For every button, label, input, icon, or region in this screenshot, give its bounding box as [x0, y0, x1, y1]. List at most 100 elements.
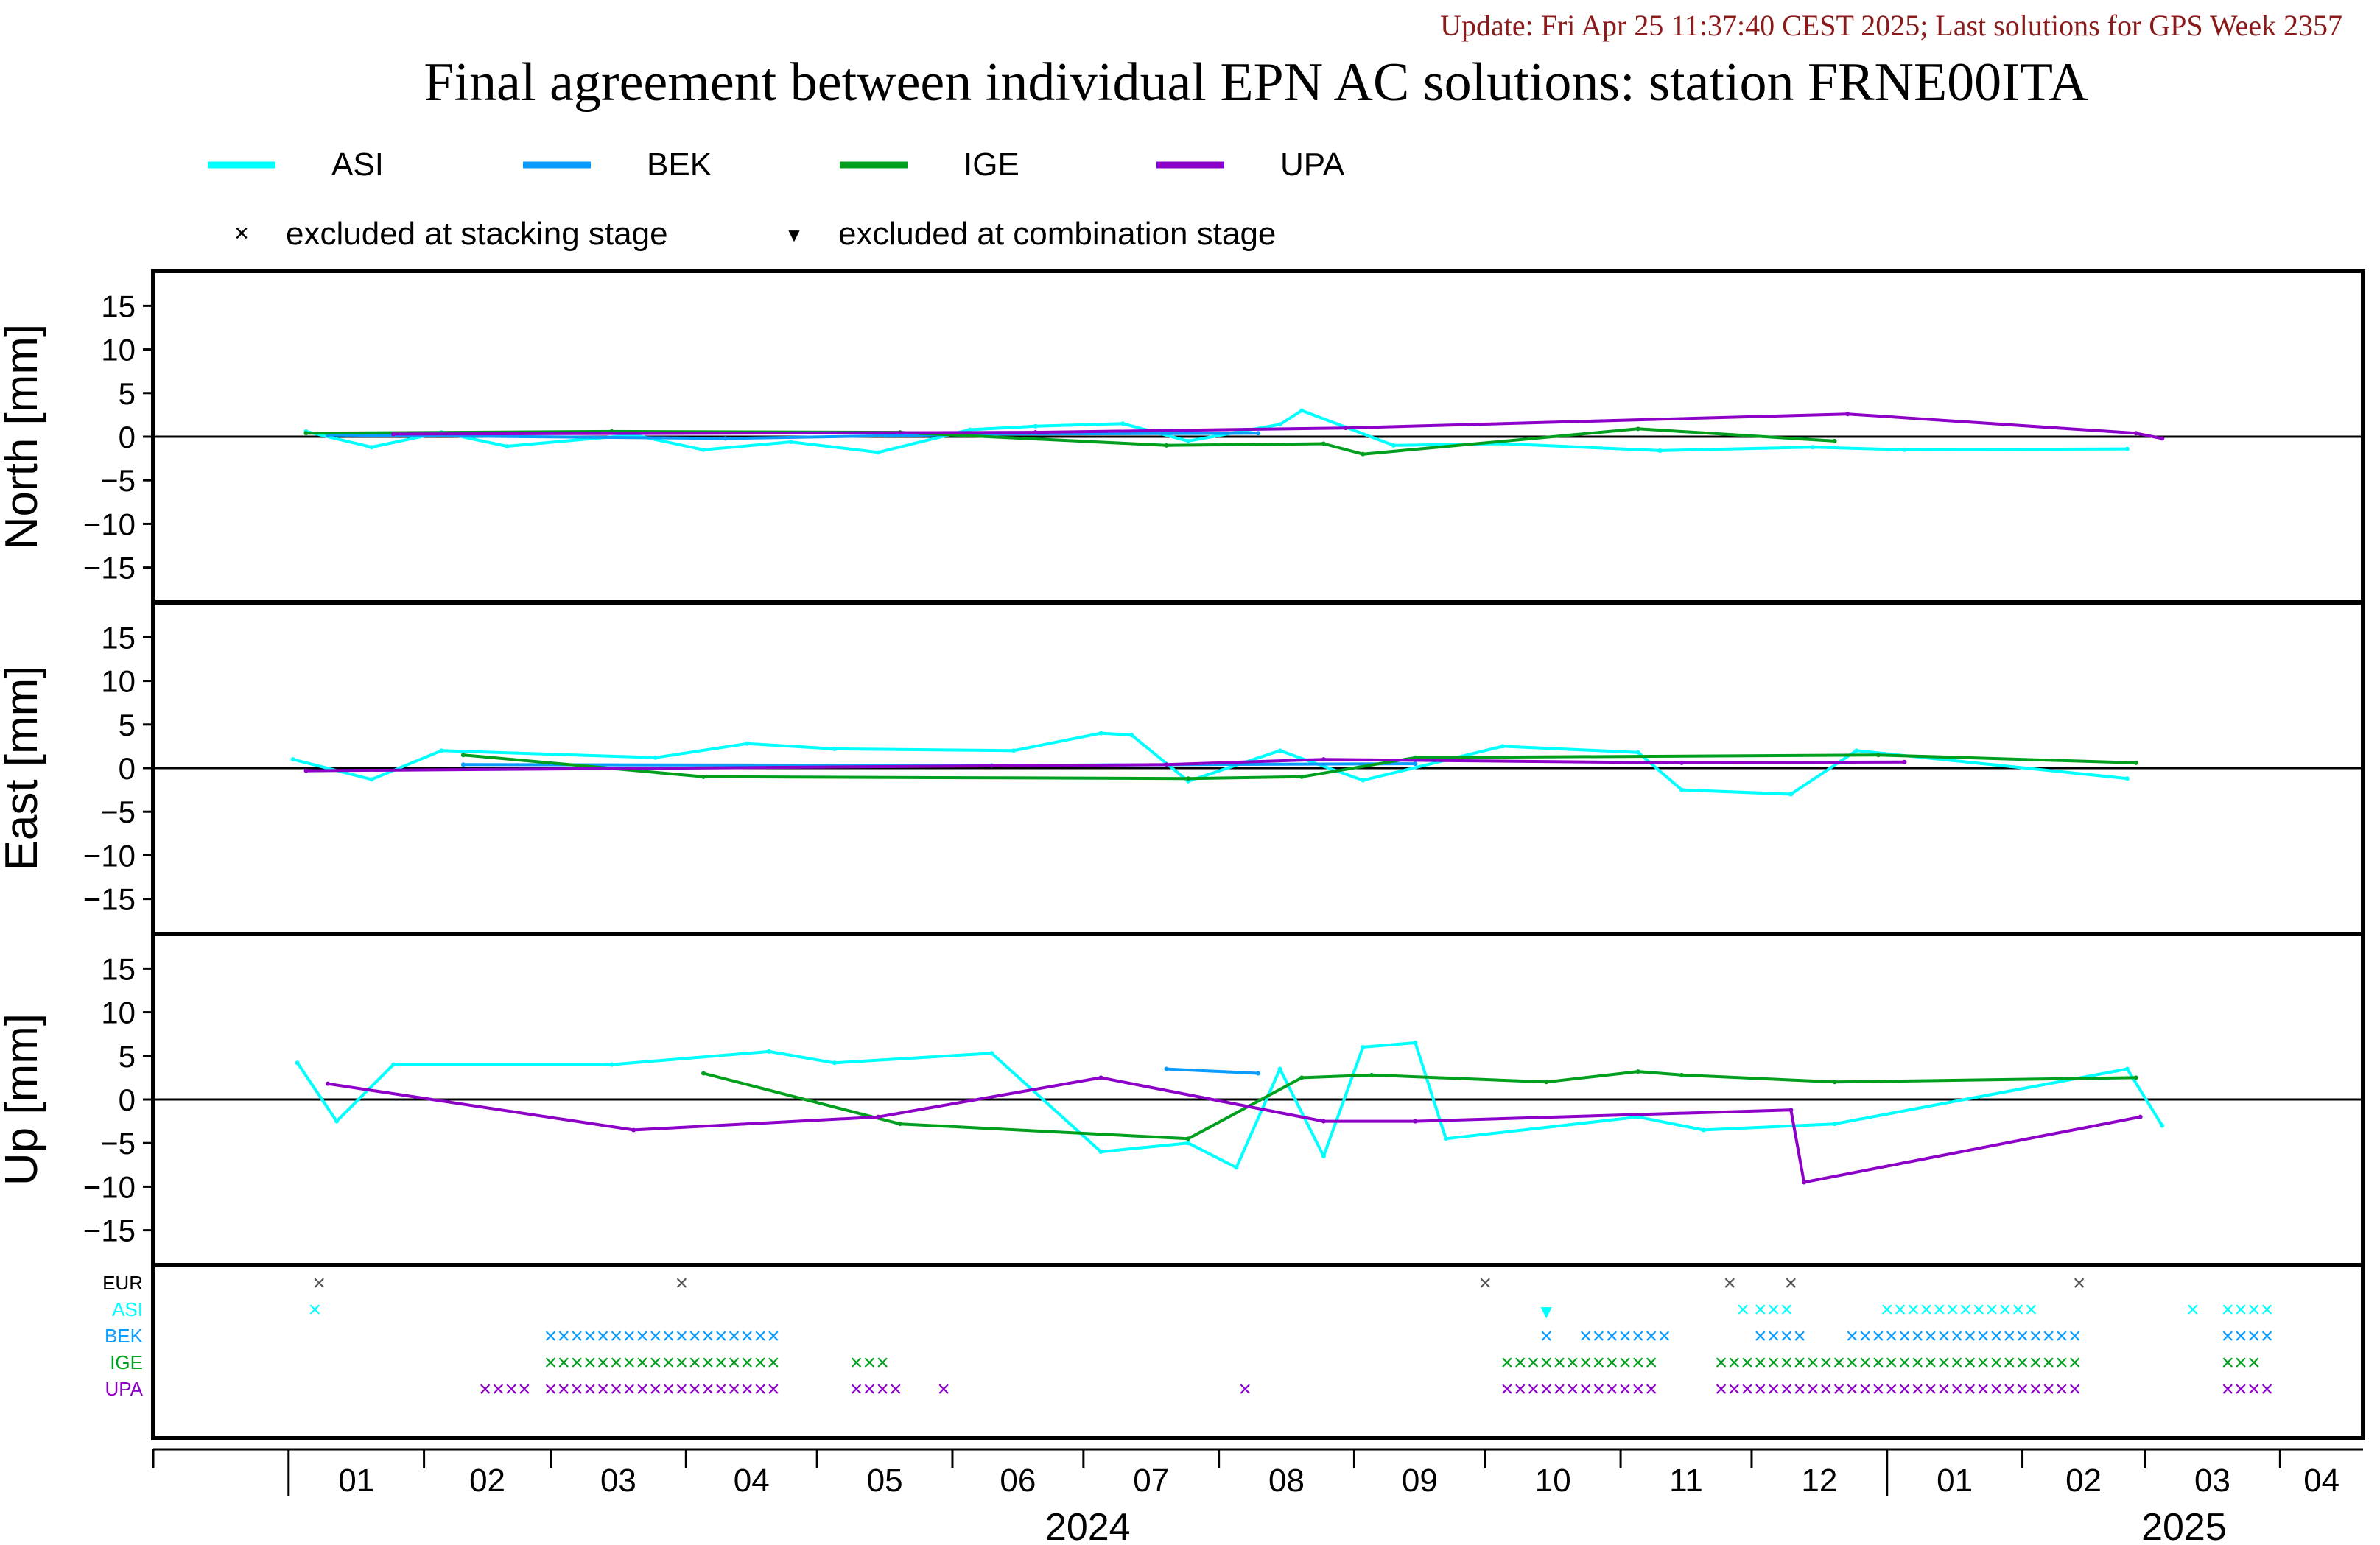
point-upa	[391, 432, 396, 437]
stacking-exclusion-upa: ×	[1527, 1377, 1540, 1401]
stacking-exclusion-upa: ×	[1872, 1377, 1885, 1401]
stacking-exclusion-upa: ×	[662, 1377, 675, 1401]
stacking-exclusion-asi: ×	[2221, 1298, 2234, 1322]
stacking-exclusion-ige: ×	[728, 1351, 741, 1375]
y-tick-label: 10	[101, 996, 136, 1030]
point-asi	[1299, 408, 1305, 413]
point-asi	[1277, 1066, 1282, 1071]
exclusion-frame	[151, 1263, 2365, 1440]
stacking-exclusion-bek: ×	[662, 1324, 675, 1348]
stacking-exclusion-bek: ×	[1858, 1324, 1872, 1348]
stacking-exclusion-ige: ×	[688, 1351, 701, 1375]
point-asi	[1361, 1044, 1366, 1049]
stacking-exclusion-upa: ×	[636, 1377, 649, 1401]
stacking-exclusion-ige: ×	[1767, 1351, 1780, 1375]
series-upa	[393, 412, 2163, 440]
point-asi	[989, 1051, 994, 1056]
stacking-exclusion-ige: ×	[767, 1351, 780, 1375]
series-asi	[292, 731, 2128, 796]
point-asi	[1129, 733, 1134, 737]
stacking-exclusion-upa: ×	[1793, 1377, 1806, 1401]
point-upa	[1413, 1119, 1418, 1124]
y-tick-label: −15	[83, 882, 136, 917]
point-ige	[2133, 760, 2138, 765]
stacking-exclusion-ige: ×	[570, 1351, 583, 1375]
stacking-exclusion-upa: ×	[1618, 1377, 1632, 1401]
stacking-exclusion-ige: ×	[675, 1351, 689, 1375]
stacking-exclusion-ige: ×	[2016, 1351, 2029, 1375]
series-asi	[296, 1041, 2164, 1169]
month-label: 10	[1535, 1463, 1571, 1499]
stacking-exclusion-bek: ×	[1872, 1324, 1885, 1348]
stacking-exclusion-upa: ×	[1727, 1377, 1741, 1401]
y-tick-label: 0	[119, 1083, 136, 1117]
stacking-exclusion-ige: ×	[662, 1351, 675, 1375]
stacking-exclusion-upa: ×	[2221, 1377, 2234, 1401]
y-tick-label: −5	[100, 1126, 136, 1161]
stacking-exclusion-ige: ×	[2247, 1351, 2261, 1375]
stacking-exclusion-bek: ×	[1964, 1324, 1977, 1348]
stacking-exclusion-asi: ×	[1920, 1298, 1933, 1322]
stacking-exclusion-upa: ×	[1885, 1377, 1898, 1401]
stacking-exclusion-ige: ×	[1566, 1351, 1579, 1375]
stacking-exclusion-upa: ×	[544, 1377, 558, 1401]
stacking-exclusion-bek: ×	[728, 1324, 741, 1348]
stacking-exclusion-bek: ×	[2068, 1324, 2082, 1348]
stacking-exclusion-ige: ×	[876, 1351, 889, 1375]
point-asi	[766, 1049, 771, 1054]
stacking-exclusion-upa: ×	[1937, 1377, 1951, 1401]
stacking-exclusion-upa: ×	[1806, 1377, 1819, 1401]
point-asi	[1391, 443, 1396, 448]
stacking-exclusion-asi: ×	[1780, 1298, 1794, 1322]
stacking-exclusion-upa: ×	[2247, 1377, 2261, 1401]
point-asi	[439, 748, 444, 753]
stacking-exclusion-bek: ×	[1793, 1324, 1806, 1348]
stacking-exclusion-asi: ×	[2247, 1298, 2261, 1322]
point-asi	[2124, 776, 2130, 781]
stacking-exclusion-upa: ×	[863, 1377, 877, 1401]
stacking-exclusion-asi: ×	[1985, 1298, 1998, 1322]
stacking-exclusion-upa: ×	[570, 1377, 583, 1401]
stacking-exclusion-asi: ×	[1998, 1298, 2012, 1322]
stacking-exclusion-ige: ×	[583, 1351, 597, 1375]
point-upa	[1321, 757, 1326, 762]
stacking-exclusion-ige: ×	[1990, 1351, 2003, 1375]
plot-panels: 15 10 5 0 −5 −10 −15 North [mm] 15 10 5 0 −5 −10 −15 Ea…	[0, 269, 2365, 1267]
stacking-exclusion-bek: ×	[1846, 1324, 1859, 1348]
stacking-exclusion-bek: ×	[1898, 1324, 1912, 1348]
stacking-exclusion-ige: ×	[1976, 1351, 1990, 1375]
stacking-exclusion-bek: ×	[2234, 1324, 2247, 1348]
point-ige	[701, 1071, 706, 1076]
stacking-exclusion-bek: ×	[2055, 1324, 2068, 1348]
stacking-exclusion-bek: ×	[610, 1324, 623, 1348]
y-tick-label: −15	[83, 1214, 136, 1248]
point-asi	[1361, 778, 1366, 783]
month-label: 01	[1937, 1463, 1973, 1499]
legend-stacking-label: excluded at stacking stage	[286, 216, 668, 252]
point-asi	[1234, 1165, 1239, 1170]
stacking-exclusion-upa: ×	[479, 1377, 492, 1401]
month-label: 05	[867, 1463, 903, 1499]
y-tick-label: 15	[101, 289, 136, 323]
point-asi	[1033, 423, 1038, 429]
stacking-exclusion-eur: ×	[2073, 1271, 2086, 1295]
y-axis-label: East [mm]	[0, 665, 47, 870]
stacking-exclusion-asi: ×	[1907, 1298, 1920, 1322]
point-asi	[2124, 1066, 2130, 1071]
point-asi	[1120, 421, 1126, 426]
point-ige	[1186, 1136, 1191, 1141]
stacking-exclusion-bek: ×	[2016, 1324, 2029, 1348]
point-asi	[1657, 448, 1663, 453]
exclusion-panel: EUR × × × × × ×ASI × × × × × × × × × × × × × × × × × × × × × ×▼BEK × ×…	[102, 1263, 2365, 1440]
stacking-exclusion-ige: ×	[1727, 1351, 1741, 1375]
stacking-exclusion-upa: ×	[2068, 1377, 2082, 1401]
stacking-exclusion-ige: ×	[1964, 1351, 1977, 1375]
point-upa	[631, 1127, 636, 1133]
point-asi	[1186, 1141, 1191, 1146]
stacking-exclusion-ige: ×	[754, 1351, 767, 1375]
stacking-exclusion-asi: ×	[1972, 1298, 1985, 1322]
point-ige	[1299, 1075, 1305, 1080]
stacking-exclusion-upa: ×	[610, 1377, 623, 1401]
stacking-exclusion-upa: ×	[1898, 1377, 1912, 1401]
point-asi	[1443, 1136, 1448, 1141]
